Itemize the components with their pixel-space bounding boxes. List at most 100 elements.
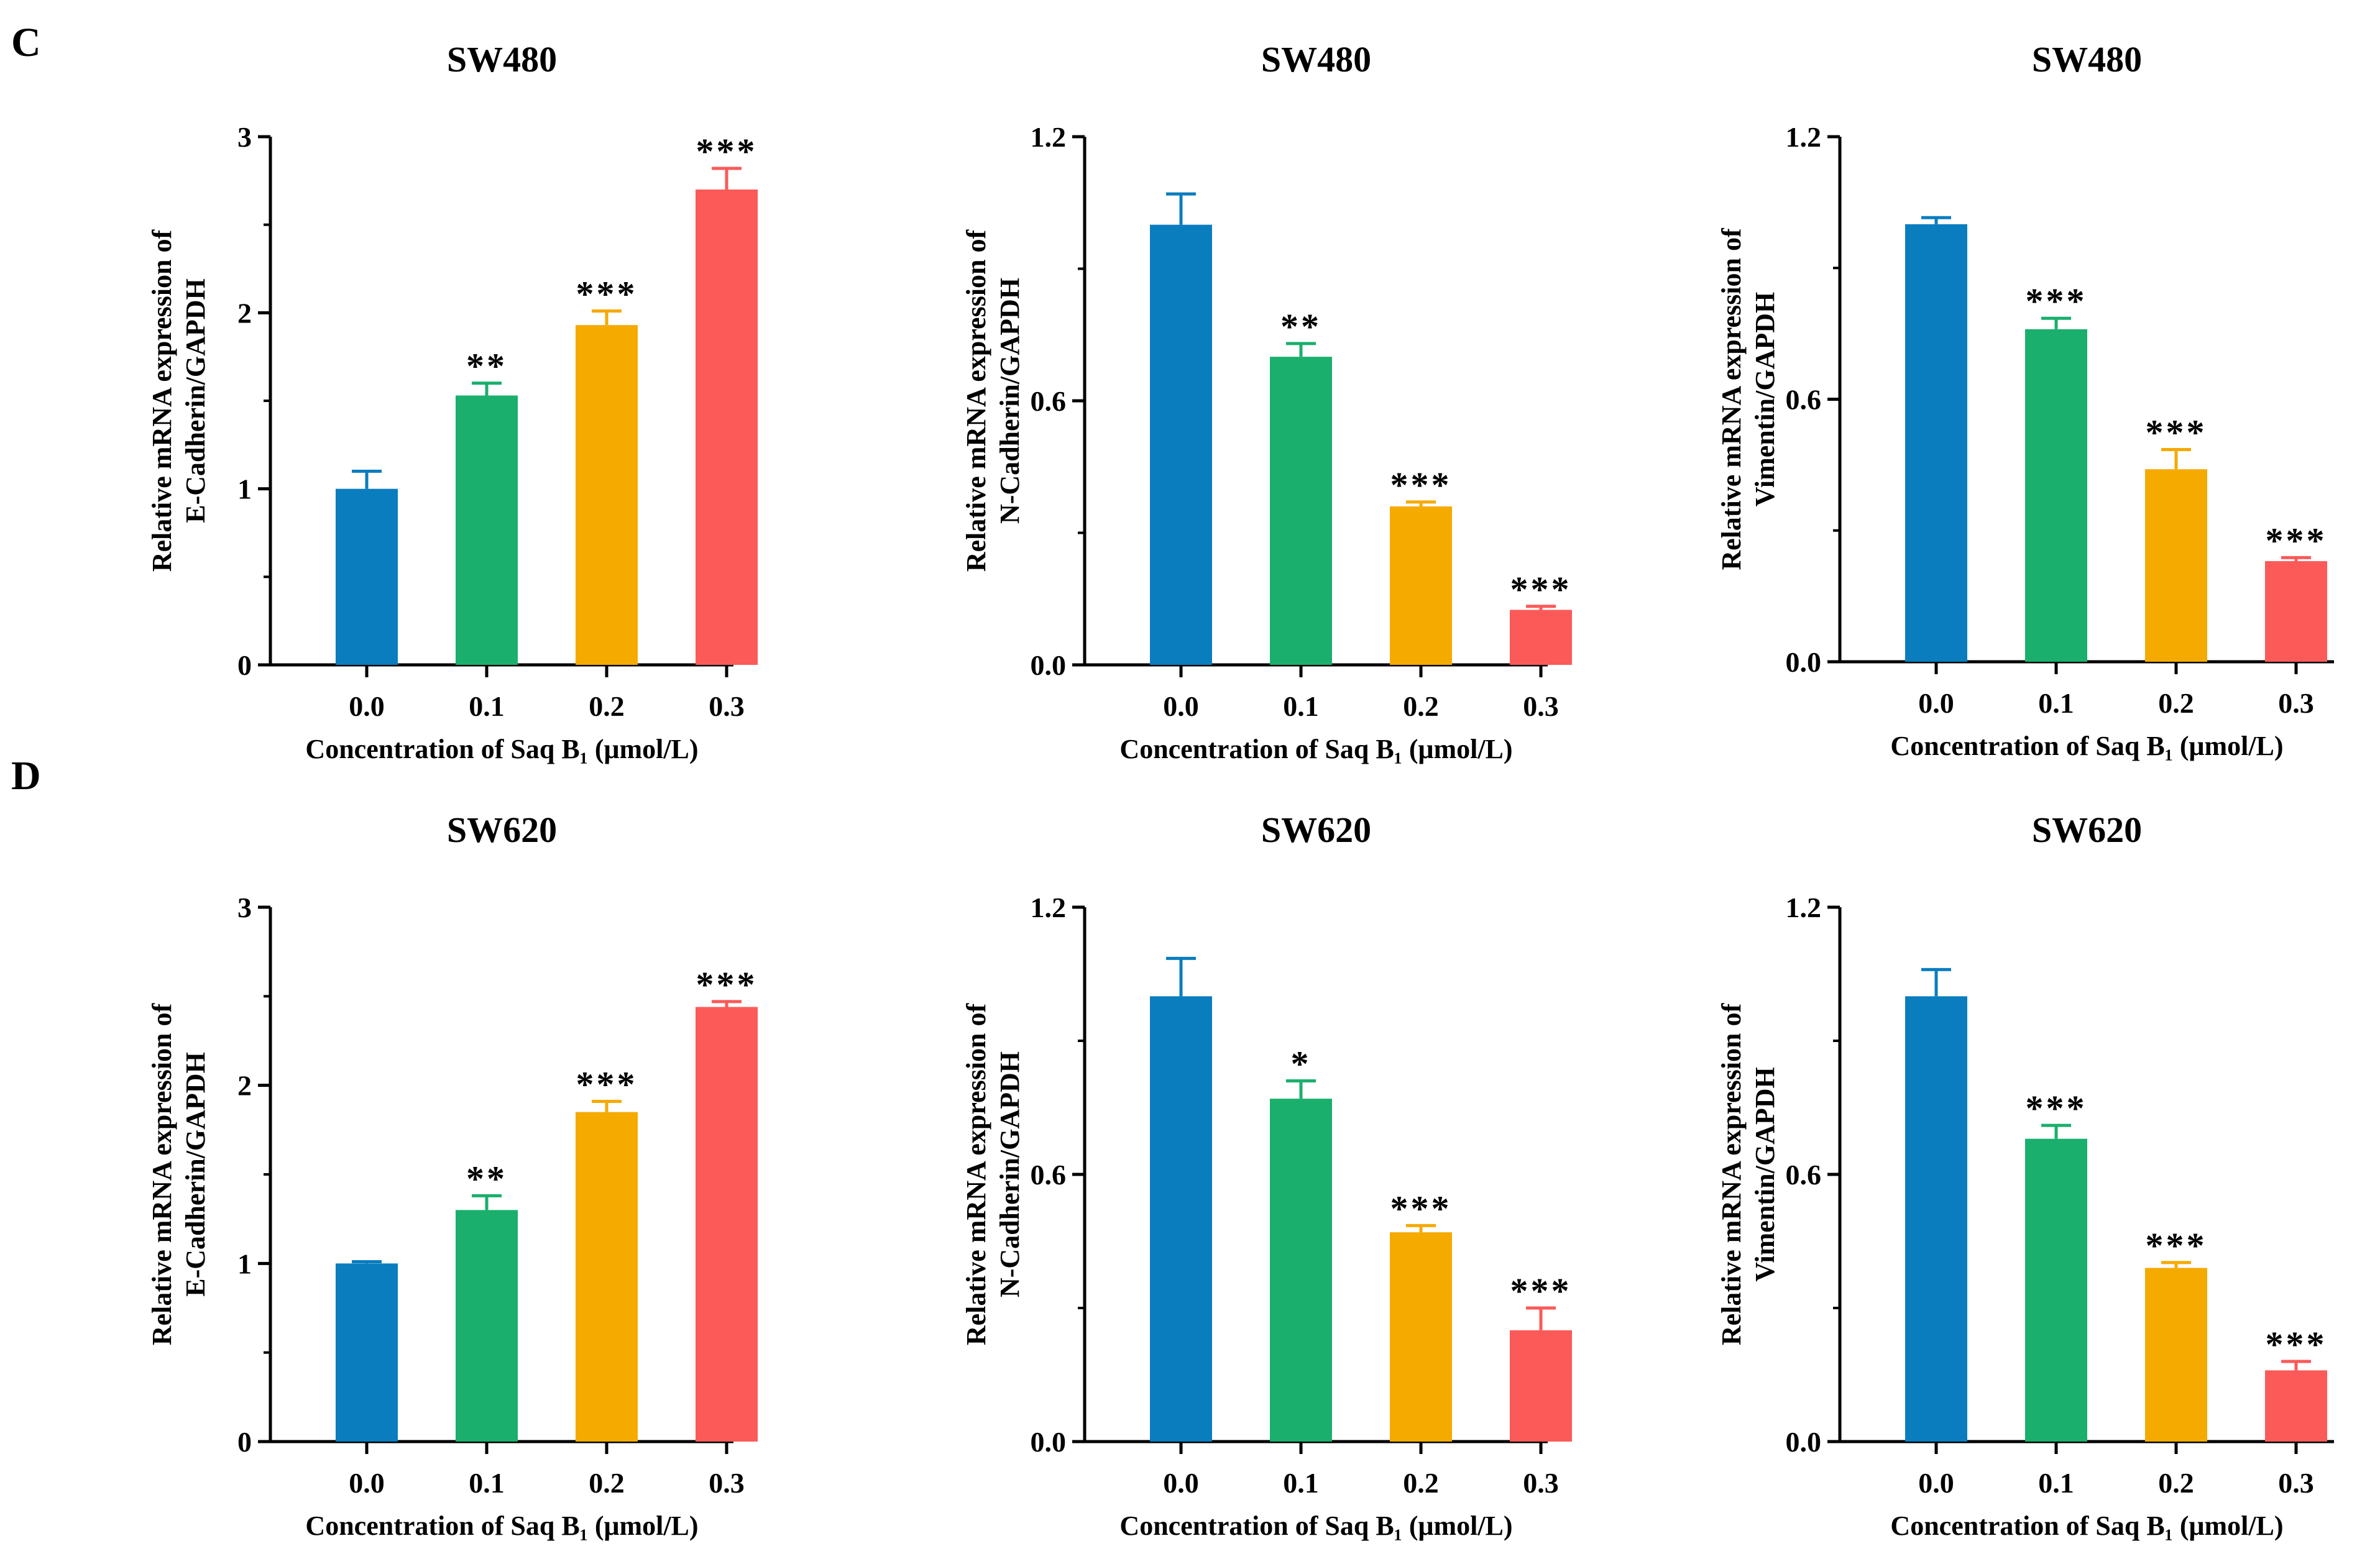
chart-2: SW480 0.0 0.6 1.2 0.0 0.1 ** 0.2 *** 0.3 *** Concen…	[961, 39, 1572, 764]
x-tick-label: 0.1	[469, 690, 505, 722]
y-axis-label-line: Relative mRNA expression of	[1716, 1002, 1747, 1345]
significance-label: ***	[2266, 520, 2327, 560]
bar	[2025, 329, 2087, 662]
bar	[1905, 996, 1967, 1442]
y-tick-label: 0.6	[1786, 1159, 1822, 1191]
chart-title: SW480	[2032, 39, 2142, 80]
bar	[336, 1263, 398, 1442]
significance-label: ***	[2026, 1088, 2087, 1128]
significance-label: **	[466, 346, 507, 386]
significance-label: **	[1280, 306, 1321, 347]
x-tick-label: 0.1	[2038, 687, 2074, 719]
y-axis-label-line: N-Cadherin/GAPDH	[995, 278, 1025, 524]
x-tick-label: 0.3	[709, 690, 745, 722]
y-tick-label: 1.2	[1786, 892, 1822, 923]
bar	[2145, 1268, 2207, 1442]
bar	[1390, 506, 1452, 665]
chart-title: SW620	[447, 810, 557, 850]
y-axis-label-line: Relative mRNA expression of	[961, 1002, 991, 1345]
bar	[2025, 1138, 2087, 1442]
chart-1: SW480 0 1 2 3 0.0 0.1 ** 0.2 *** 0.3 *** Concentrati…	[147, 39, 758, 764]
significance-label: ***	[1390, 1188, 1452, 1228]
x-tick-label: 0.1	[1283, 1467, 1319, 1499]
bar	[1905, 224, 1967, 662]
bar	[576, 325, 638, 665]
x-axis-label: Concentration of Saq B₁ (μmol/L)	[1890, 731, 2283, 761]
bar	[1150, 996, 1212, 1442]
y-axis-label-line: E-Cadherin/GAPDH	[180, 278, 211, 523]
x-tick-label: 0.0	[1918, 687, 1954, 719]
significance-label: ***	[576, 274, 638, 314]
significance-label: ***	[2146, 1225, 2207, 1266]
chart-title: SW480	[447, 39, 557, 80]
x-tick-label: 0.0	[1918, 1467, 1954, 1499]
y-tick-label: 0.0	[1031, 1426, 1067, 1458]
significance-label: ***	[696, 131, 758, 171]
x-tick-label: 0.0	[349, 690, 385, 722]
y-tick-label: 1.2	[1031, 892, 1067, 923]
y-axis-label-line: Relative mRNA expression of	[1716, 227, 1747, 570]
bar	[576, 1112, 638, 1442]
x-tick-label: 0.2	[2158, 687, 2194, 719]
y-axis-label-line: Relative mRNA expression of	[961, 229, 991, 572]
y-tick-label: 3	[237, 121, 252, 153]
y-tick-label: 1.2	[1786, 121, 1822, 153]
x-axis-label: Concentration of Saq B₁ (μmol/L)	[1119, 734, 1512, 764]
bar	[1270, 1099, 1332, 1442]
x-tick-label: 0.0	[349, 1467, 385, 1499]
bar	[2265, 561, 2327, 662]
bar	[1150, 224, 1212, 665]
x-tick-label: 0.3	[1523, 1467, 1559, 1499]
y-tick-label: 1.2	[1031, 121, 1067, 153]
chart-title: SW620	[2032, 810, 2142, 850]
y-axis-label: Relative mRNA expression of N-Cadherin/GA…	[961, 1002, 1025, 1345]
y-axis-label: Relative mRNA expression of E-Cadherin/GA…	[147, 229, 211, 572]
x-axis-label: Concentration of Saq B₁ (μmol/L)	[1890, 1511, 2283, 1541]
y-axis-label-line: Vimentin/GAPDH	[1750, 1067, 1780, 1281]
x-tick-label: 0.1	[469, 1467, 505, 1499]
bar	[336, 488, 398, 665]
x-tick-label: 0.1	[1283, 690, 1319, 722]
significance-label: ***	[576, 1064, 638, 1104]
chart-5: SW620 0.0 0.6 1.2 0.0 0.1 * 0.2 *** 0.3 *** Concent…	[961, 810, 1572, 1541]
x-tick-label: 0.2	[589, 690, 625, 722]
y-tick-label: 2	[237, 297, 252, 329]
x-tick-label: 0.1	[2038, 1467, 2074, 1499]
y-tick-label: 0.0	[1786, 646, 1822, 678]
y-tick-label: 1	[237, 473, 252, 505]
y-axis-label-line: Relative mRNA expression of	[147, 1002, 177, 1345]
y-tick-label: 0.6	[1031, 385, 1067, 417]
bar	[1510, 610, 1572, 665]
y-axis-label-line: Vimentin/GAPDH	[1750, 292, 1780, 506]
y-axis-label-line: E-Cadherin/GAPDH	[180, 1052, 211, 1297]
y-tick-label: 1	[237, 1248, 252, 1279]
significance-label: ***	[1510, 1271, 1572, 1311]
panel-label-c: C	[11, 20, 41, 65]
significance-label: ***	[1390, 465, 1452, 505]
y-axis-label-line: Relative mRNA expression of	[147, 229, 177, 572]
x-tick-label: 0.0	[1163, 1467, 1199, 1499]
y-axis-label: Relative mRNA expression of N-Cadherin/GA…	[961, 229, 1025, 572]
chart-title: SW620	[1261, 810, 1371, 850]
x-axis-label: Concentration of Saq B₁ (μmol/L)	[1119, 1511, 1512, 1541]
y-axis-label: Relative mRNA expression of E-Cadherin/GA…	[147, 1002, 211, 1345]
y-tick-label: 2	[237, 1070, 252, 1102]
significance-label: **	[466, 1158, 507, 1199]
x-axis-label: Concentration of Saq B₁ (μmol/L)	[305, 734, 698, 764]
bar	[456, 395, 518, 665]
x-tick-label: 0.2	[1403, 690, 1439, 722]
x-tick-label: 0.2	[1403, 1467, 1439, 1499]
bar	[456, 1210, 518, 1442]
y-tick-label: 0.6	[1786, 384, 1822, 416]
y-tick-label: 3	[237, 892, 252, 923]
y-tick-label: 0.6	[1031, 1159, 1067, 1191]
y-axis-label: Relative mRNA expression of Vimentin/GAPD…	[1716, 227, 1780, 570]
x-tick-label: 0.2	[589, 1467, 625, 1499]
significance-label: ***	[2266, 1324, 2327, 1365]
x-tick-label: 0.0	[1163, 690, 1199, 722]
x-axis-label: Concentration of Saq B₁ (μmol/L)	[305, 1511, 698, 1541]
y-tick-label: 0.0	[1786, 1426, 1822, 1458]
panel-label-d: D	[11, 753, 41, 798]
x-tick-label: 0.3	[709, 1467, 745, 1499]
